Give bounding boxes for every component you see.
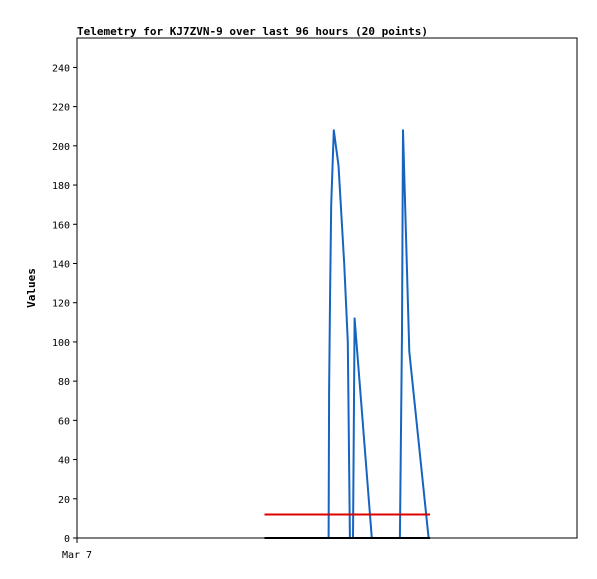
plot-area	[76, 37, 578, 539]
y-tick-label: 220	[52, 103, 70, 114]
y-tick-label: 0	[64, 534, 70, 545]
y-tick-label: 60	[58, 416, 70, 427]
y-tick-label: 20	[58, 495, 70, 506]
y-tick-label: 160	[52, 220, 70, 231]
series-layer	[264, 129, 431, 539]
y-tick-label: 200	[52, 142, 70, 153]
x-axis: Mar 7	[62, 538, 92, 561]
y-tick-label: 80	[58, 377, 70, 388]
y-tick-label: 100	[52, 338, 70, 349]
y-tick-label: 120	[52, 299, 70, 310]
series-line-1	[327, 129, 430, 539]
x-tick-label: Mar 7	[62, 550, 92, 561]
y-axis: 0 20 40 60 80 100 120 140 160 180 200 220 240	[52, 63, 77, 545]
y-tick-label: 140	[52, 259, 70, 270]
y-axis-label: Values	[25, 268, 38, 308]
y-tick-label: 40	[58, 456, 70, 467]
chart-title: Telemetry for KJ7ZVN-9 over last 96 hour…	[77, 25, 428, 38]
y-tick-label: 240	[52, 63, 70, 74]
y-tick-label: 180	[52, 181, 70, 192]
